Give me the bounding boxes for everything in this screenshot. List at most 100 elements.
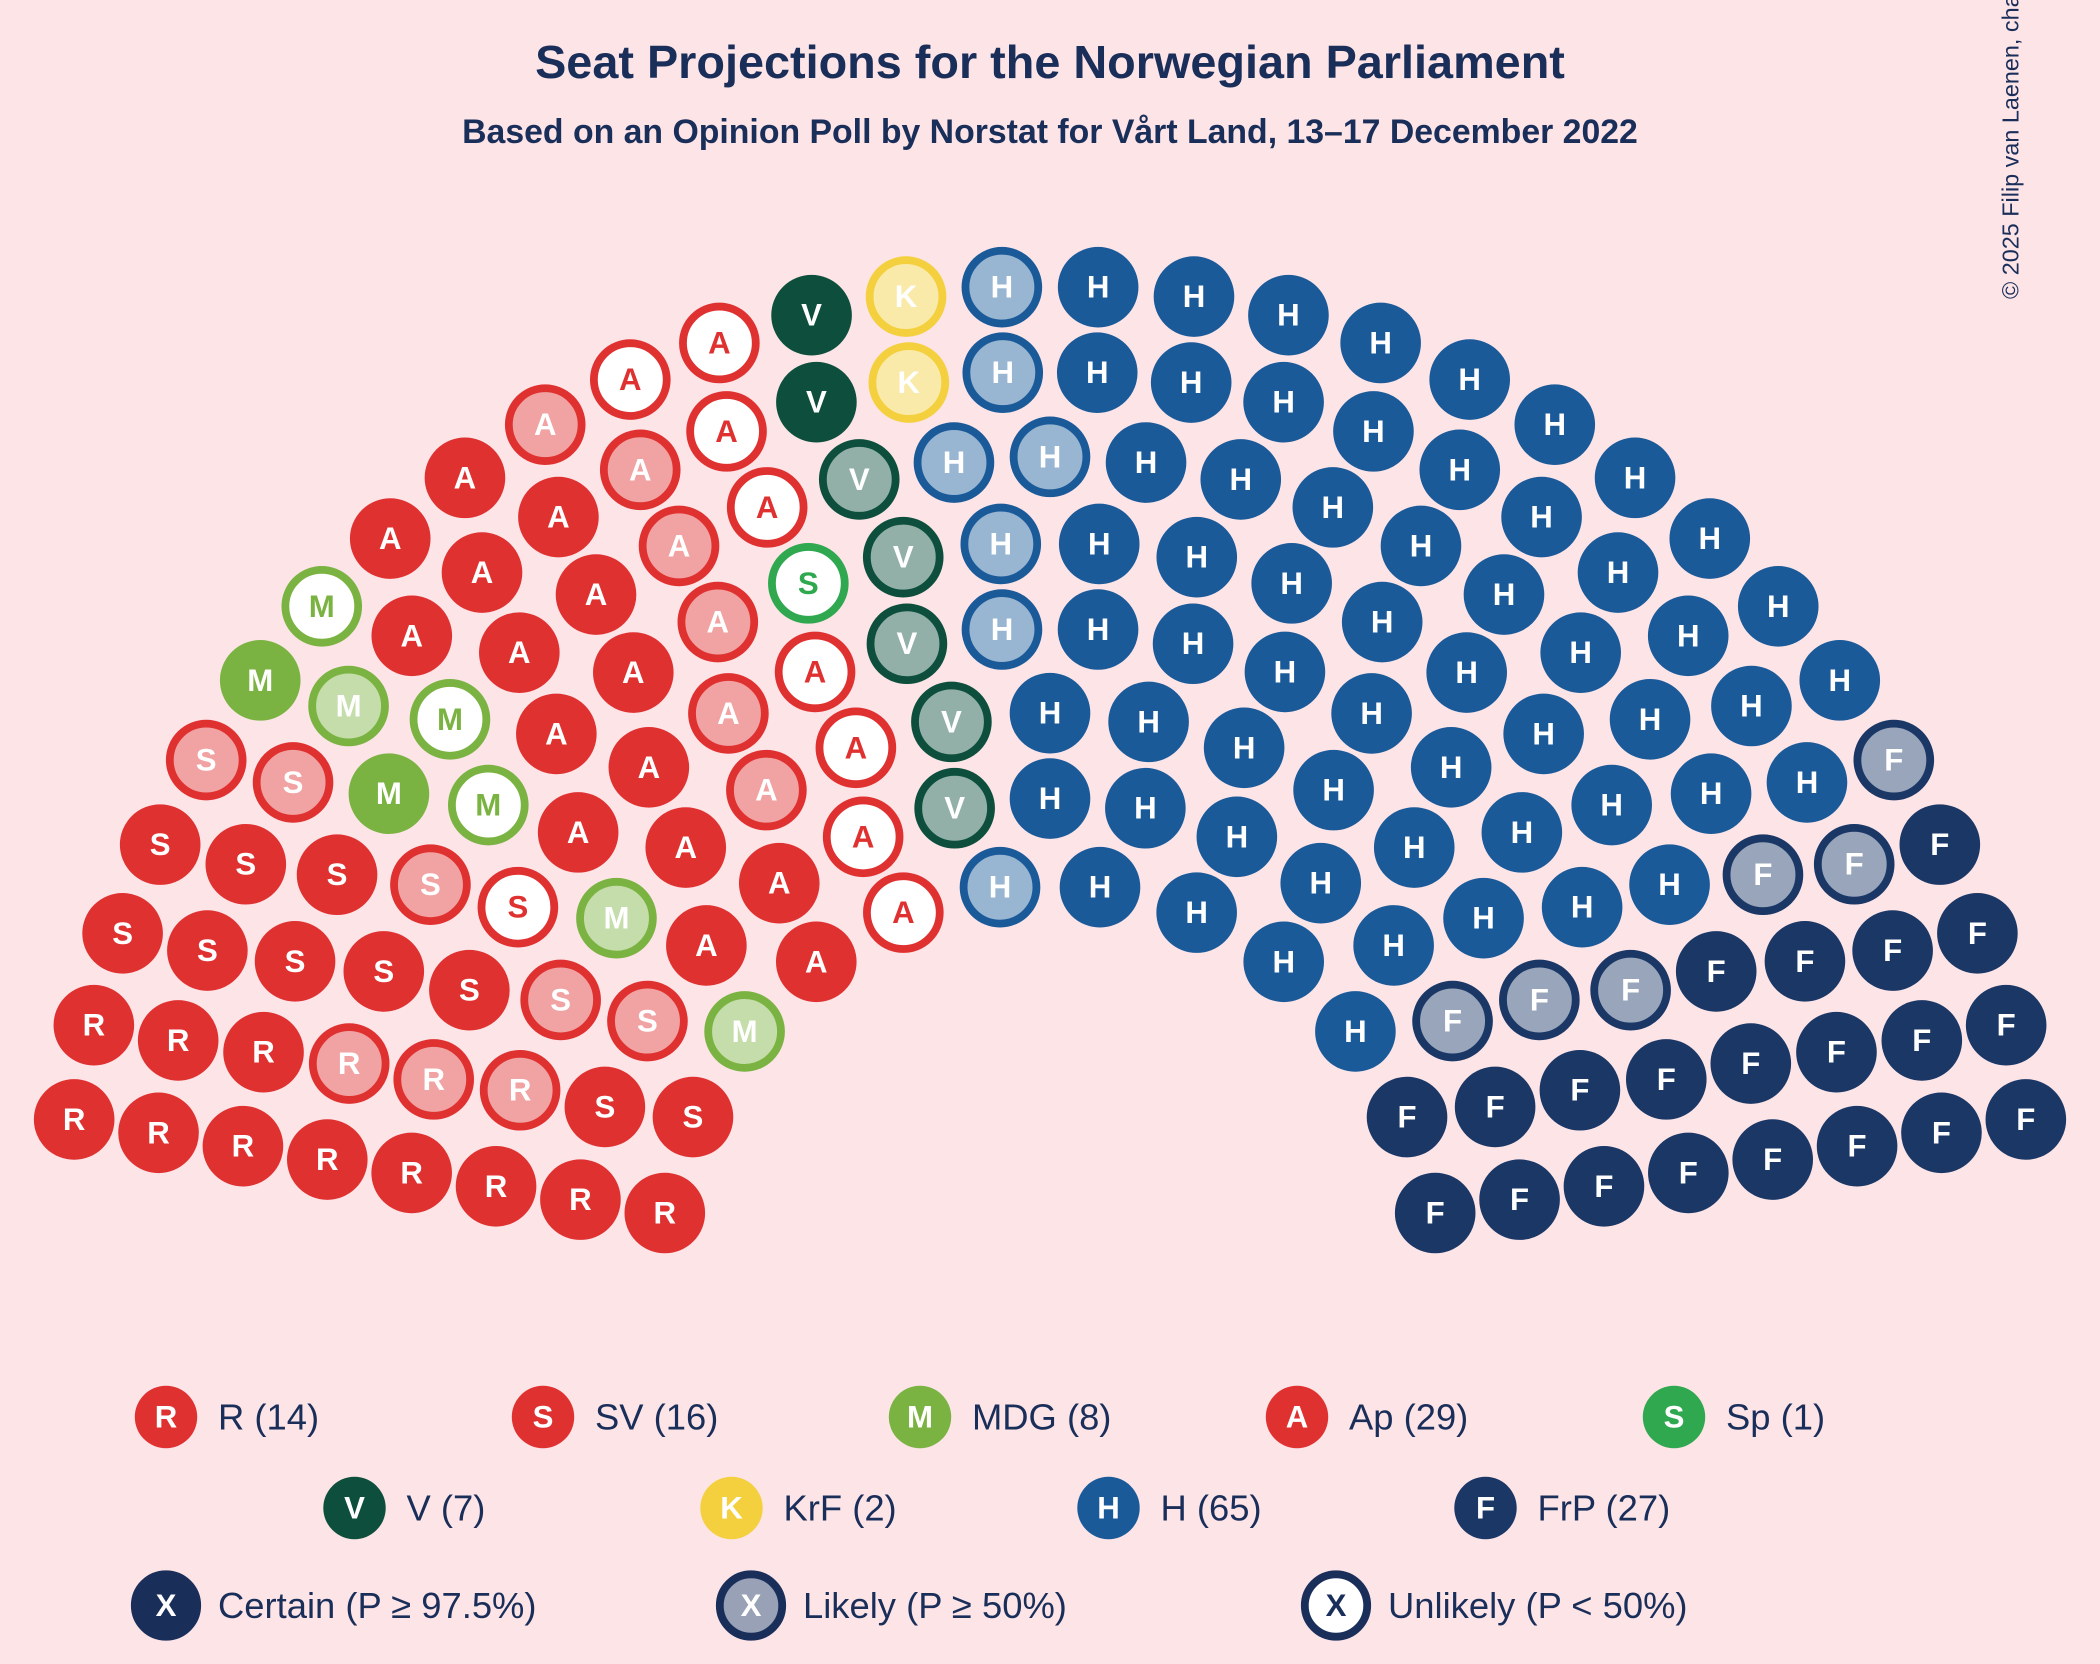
seat-h: H <box>1771 746 1844 819</box>
seat-h: H <box>1157 607 1230 680</box>
seat-frp: F <box>1800 1016 1873 1089</box>
seat-frp: F <box>1503 964 1576 1037</box>
seat-r: R <box>142 1004 215 1077</box>
seat-h: H <box>1633 848 1706 921</box>
seat-h: H <box>1297 754 1370 827</box>
seat-h: H <box>1468 558 1541 631</box>
svg-text:MDG (8): MDG (8) <box>972 1397 1111 1438</box>
seat-frp: F <box>1818 828 1891 901</box>
seat-h: H <box>1518 388 1591 461</box>
seat-ap: A <box>594 343 667 416</box>
seat-frp: F <box>1594 954 1667 1027</box>
seat-h: H <box>1062 593 1135 666</box>
seat-h: H <box>1208 711 1281 784</box>
seat-r: R <box>544 1163 617 1236</box>
seat-r: R <box>313 1027 386 1100</box>
seat-h: H <box>964 851 1037 924</box>
seat-v: V <box>915 685 988 758</box>
seat-frp: F <box>1769 925 1842 998</box>
seat-mdg: M <box>452 769 525 842</box>
seat-sv: S <box>257 746 330 819</box>
seat-h: H <box>1155 346 1228 419</box>
seat-projection-chart: Seat Projections for the Norwegian Parli… <box>0 0 2100 1664</box>
seat-ap: A <box>597 636 670 709</box>
seat-r: R <box>460 1150 533 1223</box>
seat-h: H <box>1385 510 1458 583</box>
seat-r: R <box>628 1177 701 1250</box>
seat-sv: S <box>347 935 420 1008</box>
seat-sp: S <box>772 547 845 620</box>
seat-ap: A <box>683 307 756 380</box>
seat-ap: A <box>690 395 763 468</box>
seat-h: H <box>918 426 991 499</box>
seat-frp: F <box>1941 897 2014 970</box>
seat-h: H <box>1063 508 1136 581</box>
seat-frp: F <box>1856 914 1929 987</box>
seat-h: H <box>1346 586 1419 659</box>
seat-frp: F <box>1371 1081 1444 1154</box>
seat-ap: A <box>522 481 595 554</box>
seat-h: H <box>1112 685 1185 758</box>
seat-h: H <box>1485 796 1558 869</box>
seat-ap: A <box>731 471 804 544</box>
credit-text: © 2025 Filip van Laenen, chart produced … <box>1998 0 2024 299</box>
seat-ap: A <box>520 698 593 771</box>
seat-frp: F <box>1714 1027 1787 1100</box>
seat-ap: A <box>670 909 743 982</box>
seat-mdg: M <box>312 670 385 743</box>
seat-sv: S <box>170 724 243 797</box>
seat-frp: F <box>1903 808 1976 881</box>
seat-ap: A <box>779 636 852 709</box>
seat-ap: A <box>612 731 685 804</box>
seat-ap: A <box>542 796 615 869</box>
seat-frp: F <box>1652 1136 1725 1209</box>
seat-sv: S <box>433 954 506 1027</box>
seat-ap: A <box>446 536 519 609</box>
seat-h: H <box>1715 670 1788 743</box>
svg-text:KrF (2): KrF (2) <box>784 1488 897 1529</box>
seat-h: H <box>1014 420 1087 493</box>
svg-text:Likely (P ≥ 50%): Likely (P ≥ 50%) <box>803 1585 1067 1626</box>
seat-h: H <box>1507 698 1580 771</box>
seat-frp: F <box>1727 838 1800 911</box>
seat-h: H <box>1249 636 1322 709</box>
seat-frp: F <box>1885 1004 1958 1077</box>
seat-h: H <box>1200 800 1273 873</box>
seat-h: H <box>1255 547 1328 620</box>
seat-h: H <box>1423 433 1496 506</box>
seat-h: H <box>1109 772 1182 845</box>
seat-h: H <box>1447 882 1520 955</box>
seat-ap: A <box>604 433 677 506</box>
seat-h: H <box>1064 851 1137 924</box>
seat-h: H <box>1575 769 1648 842</box>
seat-sv: S <box>259 925 332 998</box>
svg-text:SV (16): SV (16) <box>595 1397 718 1438</box>
svg-text:Sp (1): Sp (1) <box>1726 1397 1825 1438</box>
seat-h: H <box>1505 481 1578 554</box>
seat-ap: A <box>643 510 716 583</box>
seat-krf: K <box>872 346 945 419</box>
seat-h: H <box>1652 599 1725 672</box>
seat-h: H <box>1284 847 1357 920</box>
seat-h: H <box>1158 260 1231 333</box>
seat-r: R <box>375 1136 448 1209</box>
svg-text:V (7): V (7) <box>407 1488 486 1529</box>
seat-h: H <box>1014 677 1087 750</box>
seat-frp: F <box>1857 724 1930 797</box>
seat-frp: F <box>1416 985 1489 1058</box>
seat-ap: A <box>560 558 633 631</box>
seat-v: V <box>918 772 991 845</box>
seat-r: R <box>38 1083 111 1156</box>
seat-r: R <box>227 1016 300 1089</box>
seat-h: H <box>1247 925 1320 998</box>
seat-h: H <box>1614 683 1687 756</box>
seat-h: H <box>1319 995 1392 1068</box>
seat-frp: F <box>1680 935 1753 1008</box>
seat-frp: F <box>1821 1110 1894 1183</box>
seat-h: H <box>1582 536 1655 609</box>
svg-text:FrP (27): FrP (27) <box>1538 1488 1671 1529</box>
seat-ap: A <box>429 441 502 514</box>
seat-v: V <box>780 366 853 439</box>
seat-h: H <box>1204 443 1277 516</box>
seat-h: H <box>1599 441 1672 514</box>
